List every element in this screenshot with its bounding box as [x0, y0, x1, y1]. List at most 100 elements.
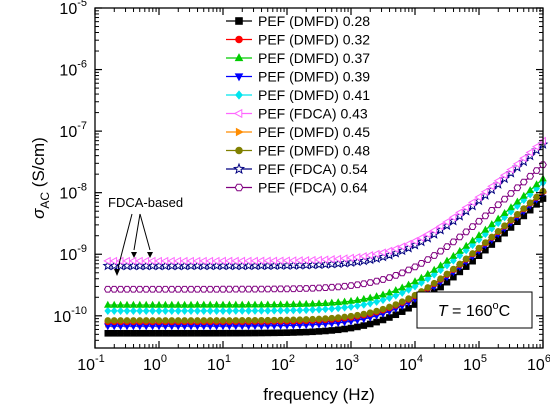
data-point: [142, 300, 151, 308]
legend-label: PEF (DMFD) 0.48: [258, 143, 370, 159]
data-point: [507, 203, 515, 211]
data-point: [238, 317, 246, 324]
data-point: [155, 285, 163, 293]
data-point: [258, 306, 265, 315]
data-point: [500, 195, 509, 203]
data-point: [334, 283, 343, 291]
fdca-annotation-label: FDCA-based: [108, 195, 183, 210]
data-point: [416, 233, 425, 242]
data-point: [283, 306, 291, 315]
data-point: [411, 282, 419, 291]
data-point: [359, 280, 368, 288]
data-point: [149, 329, 156, 337]
data-point: [340, 282, 349, 290]
legend-label: PEF (DMFD) 0.37: [258, 50, 370, 66]
data-point: [110, 329, 118, 337]
data-point: [302, 285, 311, 292]
data-point: [488, 233, 496, 241]
data-point: [512, 159, 521, 169]
data-point: [346, 253, 354, 262]
data-point: [187, 306, 195, 315]
data-point: [174, 300, 183, 308]
data-point: [155, 300, 163, 308]
data-point: [341, 325, 348, 333]
data-point: [409, 239, 421, 250]
data-point: [340, 297, 349, 305]
data-point: [245, 317, 252, 324]
data-point: [410, 236, 418, 246]
data-point: [187, 317, 195, 324]
data-point: [315, 284, 323, 292]
legend-label: PEF (FDCA) 0.54: [258, 161, 368, 177]
legend-item: PEF (DMFD) 0.45: [226, 124, 370, 140]
data-point: [443, 256, 451, 264]
legend-label: PEF (DMFD) 0.28: [258, 13, 370, 29]
data-point: [251, 285, 259, 293]
data-point: [386, 303, 393, 311]
x-tick-label: 106: [527, 353, 550, 374]
data-point: [456, 260, 464, 268]
legend: PEF (DMFD) 0.28 PEF (DMFD) 0.32 PEF (DMFD)…: [226, 13, 370, 196]
data-point: [149, 317, 156, 324]
data-point: [411, 277, 419, 285]
data-point: [187, 285, 195, 293]
data-point: [487, 182, 495, 191]
x-axis: 10-1 100 101 102 103 104 105 106: [77, 8, 550, 374]
data-point: [384, 246, 393, 255]
data-point: [110, 300, 119, 308]
data-point: [264, 306, 272, 315]
data-point: [372, 292, 381, 300]
data-point: [526, 199, 534, 207]
data-point: [116, 285, 125, 293]
data-point: [366, 320, 374, 328]
y-axis-subscript: AC: [38, 192, 52, 209]
data-point: [270, 300, 279, 308]
data-point: [366, 299, 374, 308]
data-point: [469, 250, 476, 257]
data-point: [302, 299, 311, 307]
data-point: [104, 329, 112, 337]
data-point: [481, 212, 490, 220]
data-point: [366, 309, 374, 316]
data-point: [225, 285, 234, 293]
data-point: [398, 298, 406, 306]
y-axis: 10-10 10-9 10-8 10-7 10-6 10-5: [53, 0, 543, 349]
data-point: [347, 282, 355, 289]
data-point: [308, 284, 317, 292]
data-point: [390, 247, 402, 258]
data-point: [283, 316, 291, 324]
data-point: [181, 306, 188, 315]
plot-frame: [94, 7, 544, 349]
data-point: [283, 329, 291, 336]
data-point: [360, 322, 368, 329]
data-point: [213, 306, 220, 315]
data-point: [295, 299, 304, 307]
temperature-box: T = 160oC: [416, 291, 533, 329]
legend-item: PEF (DMFD) 0.28: [226, 13, 370, 29]
data-point: [244, 285, 253, 293]
data-point: [347, 302, 355, 311]
data-point: [187, 329, 195, 337]
data-point: [327, 298, 336, 306]
data-point: [104, 306, 112, 315]
legend-marker: [232, 162, 246, 175]
data-point: [396, 245, 408, 256]
data-point: [296, 329, 304, 336]
data-point: [327, 283, 336, 291]
data-point: [219, 285, 227, 293]
data-point: [315, 315, 323, 323]
data-point: [290, 329, 297, 336]
data-point: [130, 329, 137, 337]
data-point: [130, 317, 137, 324]
data-point: [449, 251, 458, 259]
y-tick-label: 10-5: [59, 0, 87, 18]
data-point: [110, 306, 118, 315]
data-point: [302, 316, 310, 323]
data-point: [123, 317, 131, 324]
legend-label: PEF (DMFD) 0.41: [258, 87, 370, 103]
data-point: [436, 247, 445, 255]
data-point: [206, 317, 214, 324]
temperature-value: = 160: [448, 303, 493, 320]
x-tick-label: 102: [271, 353, 295, 374]
